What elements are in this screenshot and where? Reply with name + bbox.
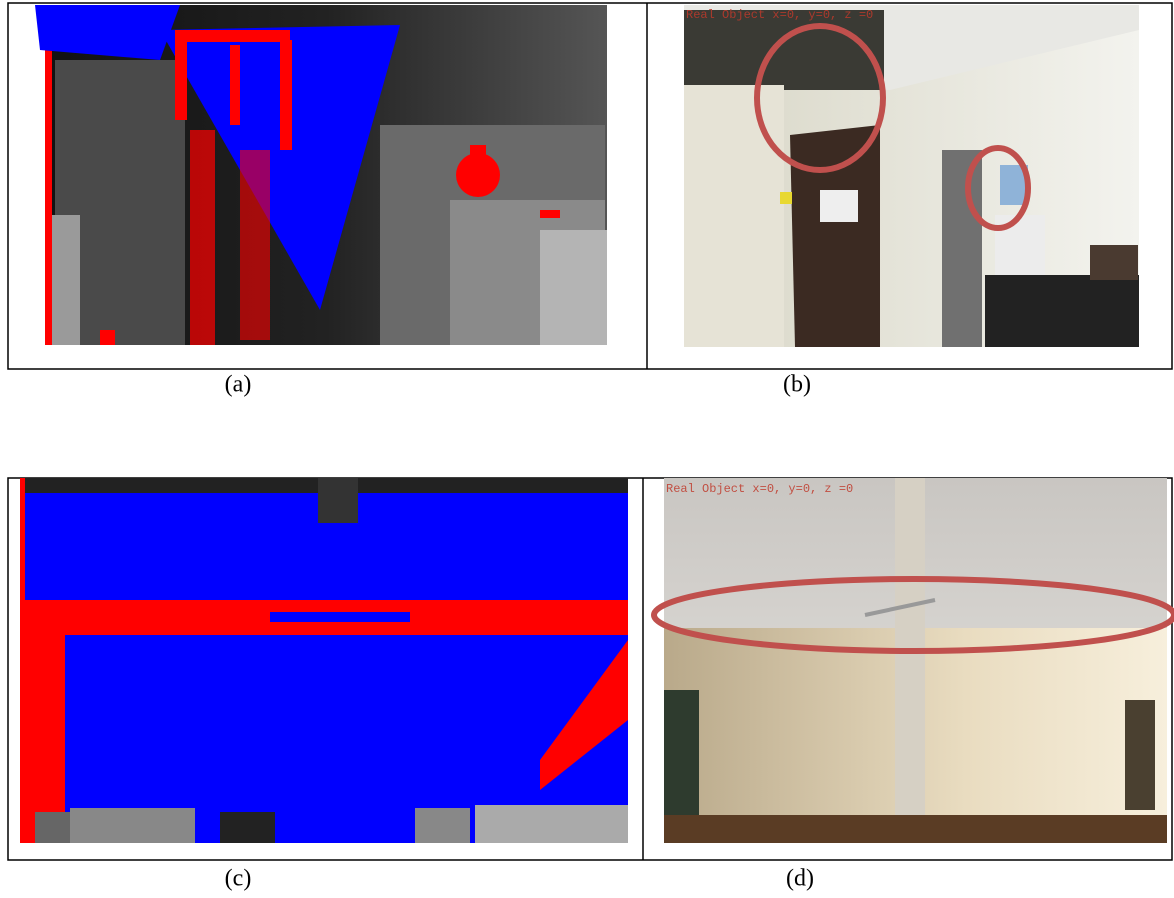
depth-image-a — [35, 5, 607, 345]
overlay-text: Real Object x=0, y=0, z =0 — [686, 8, 873, 22]
panel-label: (d) — [786, 866, 814, 892]
photo-b: Real Object x=0, y=0, z =0 — [684, 5, 1139, 347]
overlay-text: Real Object x=0, y=0, z =0 — [666, 482, 853, 496]
photo-d: Real Object x=0, y=0, z =0 — [654, 478, 1174, 843]
panel-label: (b) — [783, 372, 811, 398]
panel-label: (a) — [225, 372, 252, 398]
panel-label: (c) — [225, 866, 252, 892]
depth-image-c — [20, 478, 628, 843]
figure: Real Object x=0, y=0, z =0 (a) (b) Real … — [0, 0, 1174, 898]
